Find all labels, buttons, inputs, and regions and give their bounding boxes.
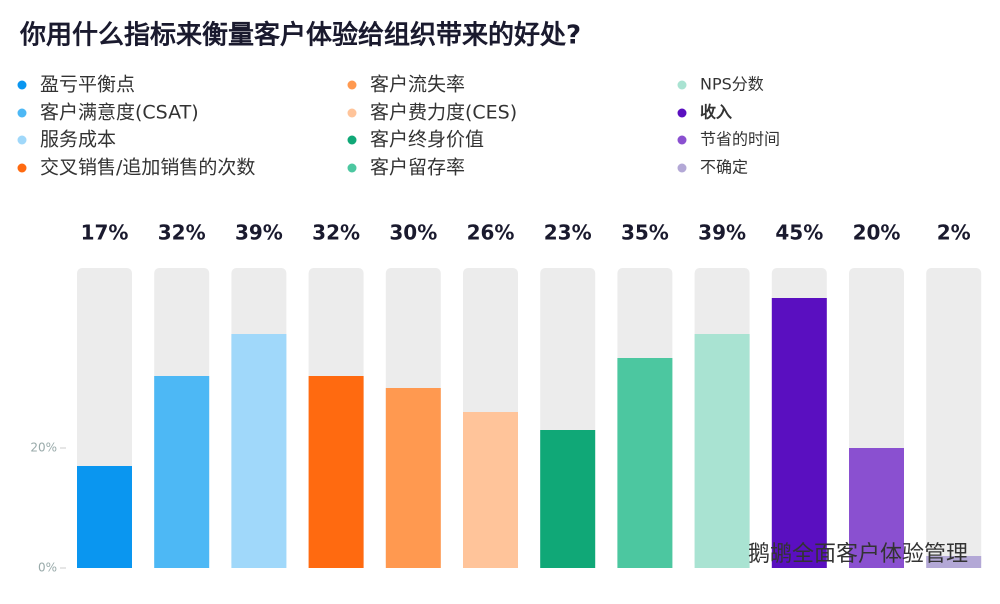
value-label: 2% xyxy=(937,221,971,245)
value-label: 20% xyxy=(853,221,901,245)
legend-label: 服务成本 xyxy=(40,129,116,151)
value-label: 26% xyxy=(467,221,515,245)
chart-title: 你用什么指标来衡量客户体验给组织带来的好处? xyxy=(19,20,581,51)
bar-track xyxy=(926,268,982,568)
value-label: 39% xyxy=(698,221,746,245)
legend-marker xyxy=(677,135,687,145)
legend-label: 交叉销售/追加销售的次数 xyxy=(40,157,255,179)
bar xyxy=(308,376,364,568)
bar xyxy=(385,388,441,568)
bar xyxy=(771,298,827,568)
legend-marker xyxy=(17,163,27,173)
bar xyxy=(463,412,518,568)
y-tick-label: 20% xyxy=(30,441,57,455)
legend-label: NPS分数 xyxy=(700,75,764,94)
value-label: 32% xyxy=(312,221,360,245)
value-label: 17% xyxy=(81,221,129,245)
bar xyxy=(617,358,673,568)
legend-label: 客户费力度(CES) xyxy=(370,102,517,124)
bar xyxy=(231,334,287,568)
legend-label: 客户终身价值 xyxy=(370,129,484,151)
legend-marker xyxy=(677,80,687,90)
bar xyxy=(154,376,210,568)
legend-marker xyxy=(17,135,27,145)
legend-label: 盈亏平衡点 xyxy=(40,74,135,96)
value-label: 45% xyxy=(775,221,823,245)
legend-marker xyxy=(347,163,357,173)
legend-marker xyxy=(347,108,357,118)
bar xyxy=(694,334,750,568)
legend-label: 客户满意度(CSAT) xyxy=(40,102,199,124)
legend-label: 不确定 xyxy=(700,158,748,177)
legend-label: 客户留存率 xyxy=(370,157,465,179)
legend-marker xyxy=(677,163,687,173)
bar xyxy=(540,430,596,568)
y-tick-label: 0% xyxy=(38,561,57,575)
legend-label: 收入 xyxy=(700,103,732,122)
value-label: 32% xyxy=(158,221,206,245)
legend-marker xyxy=(677,108,687,118)
legend-label: 客户流失率 xyxy=(370,74,465,96)
value-label: 35% xyxy=(621,221,669,245)
bar xyxy=(849,448,904,568)
bar xyxy=(77,466,132,568)
value-label: 23% xyxy=(544,221,592,245)
value-label: 30% xyxy=(389,221,437,245)
legend-marker xyxy=(17,80,27,90)
value-label: 39% xyxy=(235,221,283,245)
watermark: 鹅鹕全面客户体验管理 xyxy=(748,542,968,567)
bar xyxy=(926,556,982,568)
legend-marker xyxy=(347,135,357,145)
legend-label: 节省的时间 xyxy=(700,130,780,149)
legend-marker xyxy=(17,108,27,118)
legend-marker xyxy=(347,80,357,90)
